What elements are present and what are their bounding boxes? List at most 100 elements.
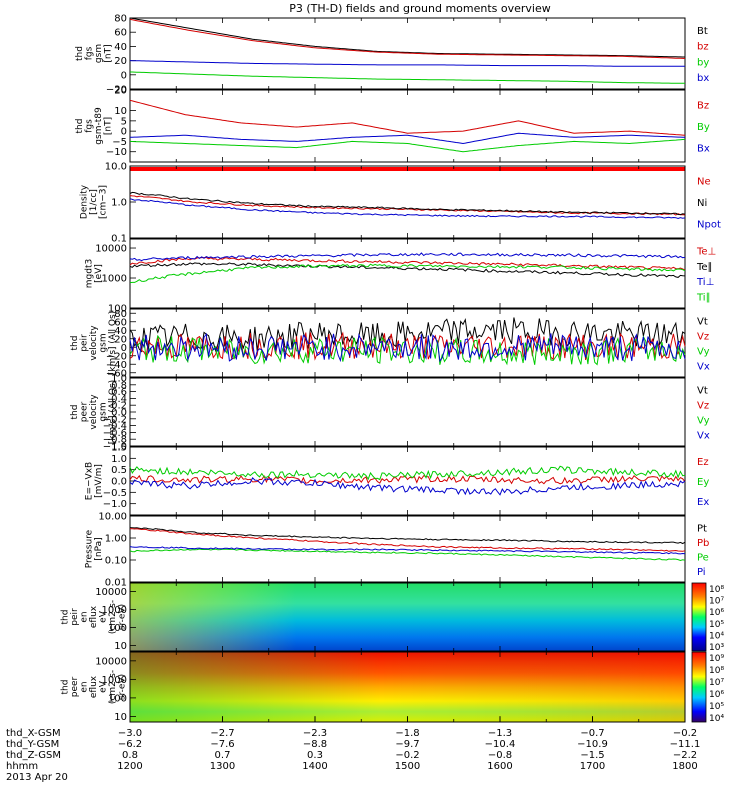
y-tick-label: 40 [114,42,127,53]
ephemeris-value: 1500 [395,761,420,772]
y-tick-label: 60 [114,28,127,39]
y-tick-label: 1000 [102,605,127,616]
series-Ey [129,465,686,481]
y-tick-label: 0 [121,127,127,138]
ephemeris-value: 0.3 [307,750,323,761]
legend-bx: bx [697,73,709,84]
y-axis-label-line: [nT] [103,117,113,135]
y-tick-label: 100 [108,693,127,704]
colorbar-label: 10⁴ [709,714,724,724]
y-tick-label: 0.0 [111,408,127,419]
y-tick-label: −0.2 [103,414,127,425]
series-Bz [129,99,686,136]
legend-Vx: Vx [697,431,710,442]
y-axis-label-line: fgs [84,119,94,133]
legend-Ni: Ni [697,198,707,209]
y-tick-label: −10 [106,147,127,158]
y-tick-label: 0.01 [105,578,127,589]
legend-Pb: Pb [697,538,709,549]
y-axis-label-line: eV [99,610,109,623]
colorbar-label: 10⁸ [709,585,724,595]
ephemeris-value: −8.8 [303,739,327,750]
y-tick-label: −40 [106,360,127,371]
y-tick-label: 0.4 [111,394,127,405]
legend-Ne: Ne [697,177,711,188]
panel-3: 10.0 1.0 0.1 Density [1/cc] [cm−3] Ne Ni Npot [80,162,721,245]
y-axis-label-line: velocity [89,394,99,430]
series-Npot [129,198,686,220]
ephemeris-value: −10.4 [485,739,516,750]
legend-Vy: Vy [697,347,710,358]
y-axis-label-line: thd [70,405,80,420]
ephemeris-value: −1.3 [488,728,512,739]
y-tick-label: 0.5 [111,465,127,476]
y-tick-label: −0.4 [103,421,127,432]
ephemeris-value: 1300 [210,761,235,772]
ephemeris-value: −0.7 [580,728,604,739]
y-axis-label-line: E=−VxB [84,462,94,500]
y-axis-label-line: fgs [84,46,94,60]
ephemeris-value: −3.0 [118,728,142,739]
legend-Ez: Ez [697,457,709,468]
y-axis-label-line: (cm2-s- [108,600,118,634]
y-tick-label: 0.10 [105,556,127,567]
legend-By: By [697,122,710,133]
colorbar-label: 10⁷ [709,678,724,688]
legend-Vt: Vt [697,386,708,397]
series-by [130,71,685,84]
y-tick-label: 1.0 [111,374,127,385]
ephemeris-value: 1600 [487,761,512,772]
y-axis-label-line: [nT] [103,44,113,62]
legend-Pt: Pt [697,523,707,534]
series-Ni [129,191,686,216]
y-axis-label-line: en [80,611,90,622]
y-tick-label: 100 [108,304,127,315]
series-Pt [129,527,686,545]
ephemeris-value: −0.2 [395,750,419,761]
y-tick-label: 1000 [102,274,127,285]
y-axis-label-line: [km/s] (All Qs) [108,380,118,444]
y-tick-label: 10.0 [105,162,127,173]
y-axis-label-line: thd [75,119,85,134]
legend-Vz: Vz [697,401,709,412]
legend-Bt: Bt [697,26,708,37]
y-axis-label-line: [nPa] [94,537,104,560]
ephemeris-value: −0.8 [488,750,512,761]
series-Ti∥ [129,263,686,284]
ephemeris-value: −1.8 [395,728,419,739]
y-tick-label: 0.6 [111,387,127,398]
y-axis-label-line: sr-eV) [118,604,128,630]
y-axis-label-line: Density [80,184,90,219]
ion-spectrogram-highlight [130,583,685,651]
colorbar-label: 10⁴ [709,631,724,641]
series-Vx [129,332,686,363]
ephemeris-value: −1.5 [580,750,604,761]
ephemeris-row-label: hhmm [6,761,38,772]
legend-Pe: Pe [697,552,709,563]
legend-Ti⊥: Ti⊥ [696,277,714,288]
legend-Vx: Vx [697,362,710,373]
y-tick-label: −5 [112,137,127,148]
colorbar-label: 10⁵ [709,702,724,712]
y-tick-label: −20 [106,351,127,362]
figure-title: P3 (TH-D) fields and ground moments over… [289,2,551,15]
electron-spectrogram-highlight [130,652,685,722]
ephemeris-value: 0.8 [122,750,138,761]
series-Vz [129,331,686,361]
series-Pi [129,546,686,555]
y-tick-label: 1.00 [105,534,127,545]
legend-Vz: Vz [697,332,709,343]
y-tick-label: −1.0 [103,499,127,510]
series-bz [129,18,686,59]
y-tick-label: 0.2 [111,401,127,412]
y-axis-label-line: [1/cc] [89,189,99,215]
y-tick-label: 0 [121,70,127,81]
colorbar-label: 10⁶ [709,690,724,700]
legend-bz: bz [697,42,709,53]
y-axis-label-line: sr-eV) [118,674,128,700]
y-tick-label: 10000 [95,656,127,667]
y-tick-label: 10000 [95,244,127,255]
